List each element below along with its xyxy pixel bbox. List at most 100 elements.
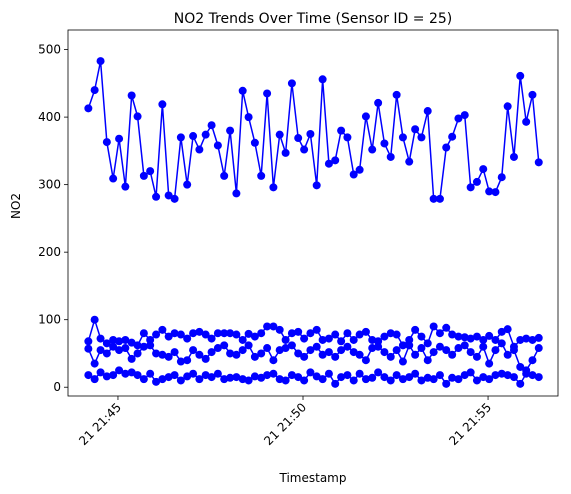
data-point (164, 191, 173, 200)
data-point (442, 379, 451, 388)
data-point (497, 173, 506, 182)
data-point (374, 342, 383, 351)
data-point (386, 376, 395, 385)
x-tick-label: 21 21:50 (261, 400, 309, 448)
data-point (337, 346, 346, 355)
data-point (534, 333, 543, 342)
data-point (158, 325, 167, 334)
data-point (411, 369, 420, 378)
data-point (343, 133, 352, 142)
data-point (460, 111, 469, 120)
data-point (472, 332, 481, 341)
data-point (534, 344, 543, 353)
data-point (534, 158, 543, 167)
data-point (238, 346, 247, 355)
data-point (361, 375, 370, 384)
data-point (423, 356, 432, 365)
data-point (158, 100, 167, 109)
data-point (528, 371, 537, 380)
data-point (195, 145, 204, 154)
series-line (87, 60, 540, 201)
data-point (522, 369, 531, 378)
data-point (417, 332, 426, 341)
y-tick-label: 200 (38, 245, 61, 259)
data-point (466, 334, 475, 343)
data-point (257, 349, 266, 358)
data-point (244, 329, 253, 338)
data-point (164, 352, 173, 361)
data-point (152, 377, 161, 386)
data-point (152, 330, 161, 339)
data-point (90, 375, 99, 384)
data-point (528, 335, 537, 344)
data-point (189, 132, 198, 141)
data-point (398, 375, 407, 384)
data-point (133, 349, 142, 358)
data-point (429, 348, 438, 357)
data-point (115, 366, 124, 375)
data-point (250, 138, 259, 147)
data-point (226, 329, 235, 338)
data-point (121, 344, 130, 353)
data-point (109, 174, 118, 183)
data-point (324, 369, 333, 378)
data-point (170, 371, 179, 380)
data-point (429, 194, 438, 203)
data-point (411, 350, 420, 359)
data-point (398, 357, 407, 366)
data-point (220, 329, 229, 338)
data-point (232, 373, 241, 382)
data-point (318, 75, 327, 84)
data-point (90, 359, 99, 368)
data-point (170, 348, 179, 357)
data-point (398, 133, 407, 142)
data-point (115, 134, 124, 143)
data-point (133, 341, 142, 350)
data-point (516, 71, 525, 80)
data-point (343, 329, 352, 338)
data-point (392, 90, 401, 99)
data-point (435, 342, 444, 351)
data-point (250, 332, 259, 341)
data-point (485, 375, 494, 384)
data-point (300, 352, 309, 361)
data-point (435, 194, 444, 203)
data-point (109, 342, 118, 351)
data-point (269, 369, 278, 378)
data-point (374, 98, 383, 107)
data-point (294, 349, 303, 358)
data-point (442, 143, 451, 152)
data-point (96, 334, 105, 343)
data-point (115, 337, 124, 346)
data-point (213, 329, 222, 338)
data-point (337, 373, 346, 382)
data-point (96, 57, 105, 66)
data-point (133, 112, 142, 121)
data-point (374, 368, 383, 377)
data-point (448, 350, 457, 359)
data-point (207, 348, 216, 357)
data-point (448, 330, 457, 339)
data-point (423, 339, 432, 348)
data-point (479, 335, 488, 344)
data-point (405, 341, 414, 350)
data-point (133, 371, 142, 380)
data-point (139, 329, 148, 338)
data-point (102, 372, 111, 381)
data-point (244, 341, 253, 350)
data-point (516, 379, 525, 388)
y-axis-label: NO2 (9, 193, 23, 219)
y-tick-label: 500 (38, 43, 61, 57)
data-point (380, 348, 389, 357)
data-point (509, 373, 518, 382)
data-point (281, 335, 290, 344)
data-point (312, 181, 321, 190)
data-point (503, 371, 512, 380)
chart-title: NO2 Trends Over Time (Sensor ID = 25) (174, 11, 452, 27)
data-point (349, 376, 358, 385)
data-point (312, 342, 321, 351)
data-point (324, 159, 333, 168)
data-point (528, 90, 537, 99)
data-point (300, 334, 309, 343)
data-point (269, 183, 278, 192)
